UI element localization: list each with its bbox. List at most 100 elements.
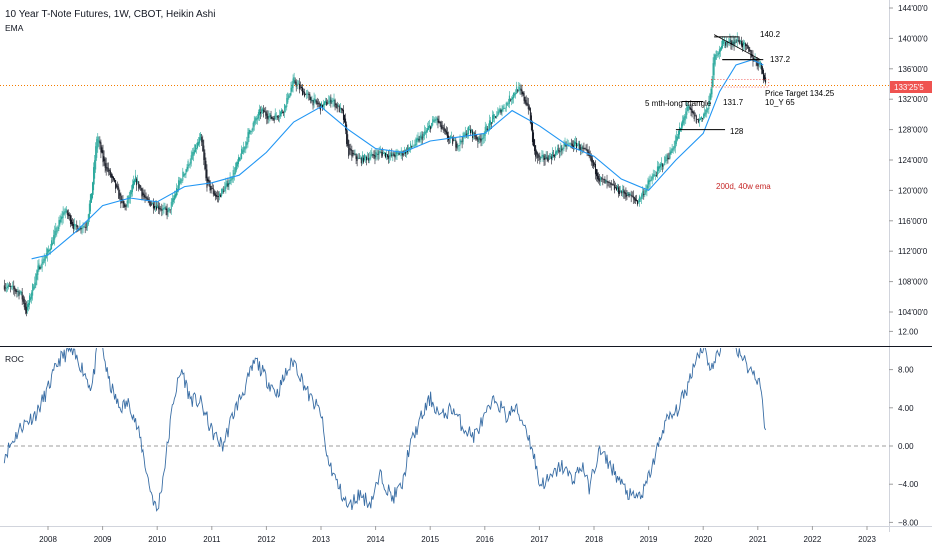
candle-body xyxy=(562,148,564,150)
candle-body xyxy=(568,143,570,145)
candle-body xyxy=(159,207,161,210)
candle-body xyxy=(160,208,162,210)
candle-body xyxy=(42,261,44,264)
candle-body xyxy=(314,98,316,101)
candle-body xyxy=(379,151,381,153)
candle-body xyxy=(698,118,700,121)
candle-body xyxy=(191,152,193,160)
candle-body xyxy=(138,181,140,189)
candle-body xyxy=(290,87,292,96)
candle-body xyxy=(3,285,5,290)
price-plot-area[interactable] xyxy=(0,32,889,317)
candle-body xyxy=(187,161,189,170)
candle-body xyxy=(30,297,32,301)
candle-body xyxy=(268,115,270,118)
candle-body xyxy=(650,179,652,182)
candle-body xyxy=(378,151,380,155)
candle-body xyxy=(242,150,244,154)
roc-plot-area[interactable] xyxy=(0,323,889,512)
candle-body xyxy=(554,155,556,157)
candle-body xyxy=(389,155,391,158)
candle-body xyxy=(129,190,131,199)
candle-body xyxy=(352,153,354,154)
candle-body xyxy=(169,209,171,211)
candle-body xyxy=(417,137,419,141)
candle-body xyxy=(639,196,641,202)
candle-body xyxy=(113,176,115,180)
current-price-badge xyxy=(890,81,932,93)
candle-body xyxy=(733,42,735,45)
time-axis-label: 2020 xyxy=(694,535,712,544)
candle-body xyxy=(243,146,245,153)
candle-body xyxy=(494,115,496,117)
candle-body xyxy=(109,170,111,177)
candle-body xyxy=(58,220,60,229)
candle-body xyxy=(546,156,548,160)
candle-body xyxy=(508,95,510,104)
candle-body xyxy=(670,151,672,155)
candle-body xyxy=(257,112,259,119)
candle-body xyxy=(92,182,94,199)
candle-body xyxy=(547,158,549,162)
candle-body xyxy=(371,152,373,157)
candle-body xyxy=(342,109,344,120)
candle-body xyxy=(614,187,616,189)
candle-body xyxy=(83,226,85,228)
time-axis-label: 2013 xyxy=(312,535,330,544)
candle-body xyxy=(219,193,221,197)
candle-body xyxy=(306,93,308,95)
candle-body xyxy=(184,173,186,176)
price-axis-label: 120'00'0 xyxy=(898,186,928,195)
candle-body xyxy=(206,169,208,188)
candle-body xyxy=(369,157,371,160)
candle-body xyxy=(634,198,636,201)
candle-body xyxy=(372,154,374,156)
candle-body xyxy=(411,145,413,147)
candle-body xyxy=(412,145,414,147)
candle-body xyxy=(481,138,483,141)
candle-body xyxy=(65,208,67,213)
candle-body xyxy=(262,108,264,112)
candle-body xyxy=(728,41,730,43)
candle-body xyxy=(484,127,486,136)
candle-body xyxy=(261,109,263,113)
candle-body xyxy=(386,153,388,156)
candle-body xyxy=(420,134,422,139)
candle-body xyxy=(623,190,625,194)
candle-body xyxy=(64,210,66,214)
candle-body xyxy=(368,158,370,161)
candle-body xyxy=(199,137,201,144)
candle-body xyxy=(24,302,26,311)
ema-indicator-label[interactable]: EMA xyxy=(5,23,24,33)
candle-body xyxy=(211,188,213,189)
candle-body xyxy=(8,284,10,288)
triangle-upper-line[interactable] xyxy=(713,34,761,61)
candle-body xyxy=(366,156,368,161)
candle-body xyxy=(434,118,436,122)
candle-body xyxy=(220,194,222,198)
candle-body xyxy=(542,154,544,157)
candle-body xyxy=(644,190,646,195)
candle-body xyxy=(577,145,579,147)
candle-body xyxy=(329,97,331,103)
candle-body xyxy=(44,256,46,261)
candle-body xyxy=(338,105,340,113)
candle-body xyxy=(617,186,619,189)
candle-body xyxy=(84,226,86,228)
candle-body xyxy=(436,117,438,120)
candle-body xyxy=(348,140,350,157)
candle-body xyxy=(139,184,141,188)
candle-body xyxy=(36,270,38,280)
candle-body xyxy=(320,102,322,108)
candle-body xyxy=(694,115,696,117)
candle-body xyxy=(94,160,96,179)
candle-body xyxy=(424,131,426,134)
candle-body xyxy=(98,140,100,143)
roc-indicator-label[interactable]: ROC xyxy=(5,354,24,364)
candle-body xyxy=(190,155,192,164)
candle-body xyxy=(284,104,286,113)
candle-body xyxy=(90,193,92,203)
candle-body xyxy=(709,94,711,106)
candle-body xyxy=(459,138,461,146)
candle-body xyxy=(687,104,689,111)
